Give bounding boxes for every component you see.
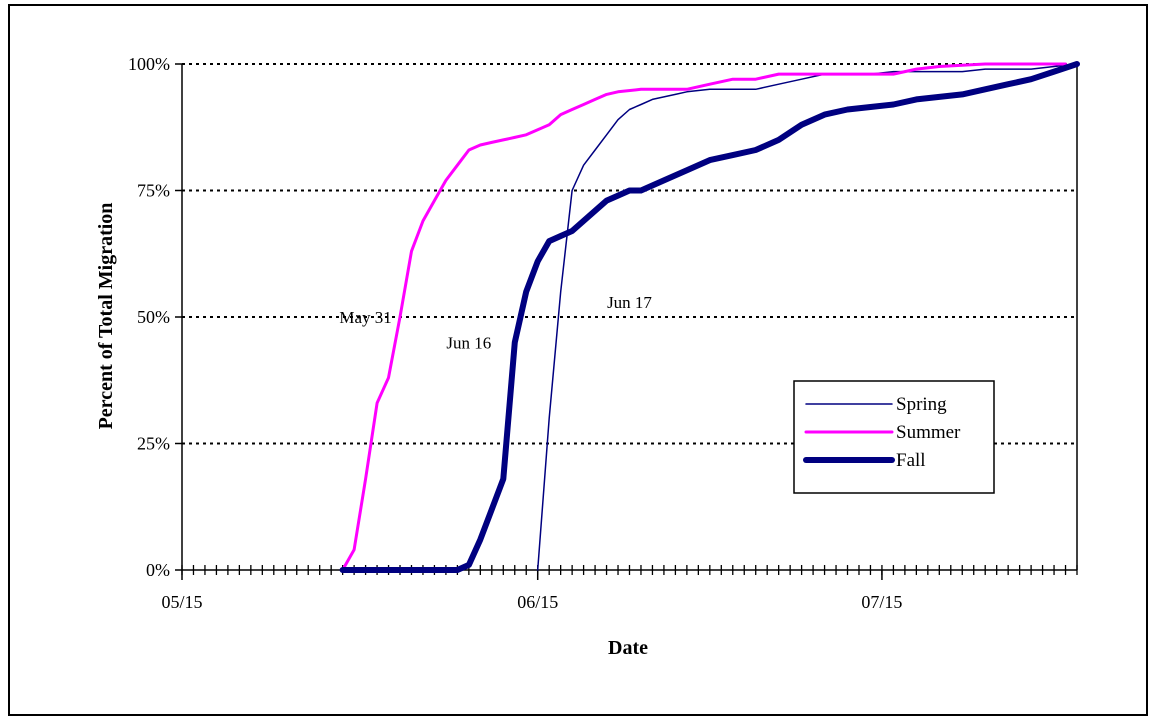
series-line-spring [536,63,1078,571]
y-axis-title: Percent of Total Migration [95,203,117,430]
series-lines [339,61,1080,573]
legend-label-spring: Spring [896,394,947,415]
legend-label-fall: Fall [896,450,926,471]
series-line-fall [339,61,1080,573]
y-tick-label: 0% [146,560,170,580]
annotation-label: Jun 16 [446,333,491,352]
y-tick-label: 100% [128,54,170,74]
x-tick-label: 07/15 [861,592,902,612]
y-tick-label: 50% [137,307,170,327]
migration-chart: 0% 25% 50% 75% 100% 05/15 06/15 07/15 May 31 Jun… [95,54,1080,659]
gridlines [182,63,1077,445]
x-axis-title: Date [608,637,648,659]
series-line-summer [341,62,1067,572]
annotations: May 31 Jun 16 Jun 17 [339,293,652,352]
annotation-label: Jun 17 [607,293,652,312]
legend-box [793,380,995,494]
y-tick-label: 25% [137,434,170,454]
x-tick-label: 06/15 [517,592,558,612]
y-tick-label: 75% [137,181,170,201]
chart-frame: 0% 25% 50% 75% 100% 05/15 06/15 07/15 May 31 Jun… [8,4,1148,716]
annotation-label: May 31 [339,308,391,327]
legend-label-summer: Summer [896,422,961,443]
axes: 0% 25% 50% 75% 100% 05/15 06/15 07/15 [128,54,1078,612]
x-tick-label: 05/15 [161,592,202,612]
legend: Spring Summer Fall [793,380,995,494]
